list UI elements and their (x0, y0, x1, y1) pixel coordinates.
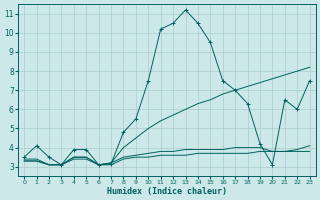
X-axis label: Humidex (Indice chaleur): Humidex (Indice chaleur) (107, 187, 227, 196)
